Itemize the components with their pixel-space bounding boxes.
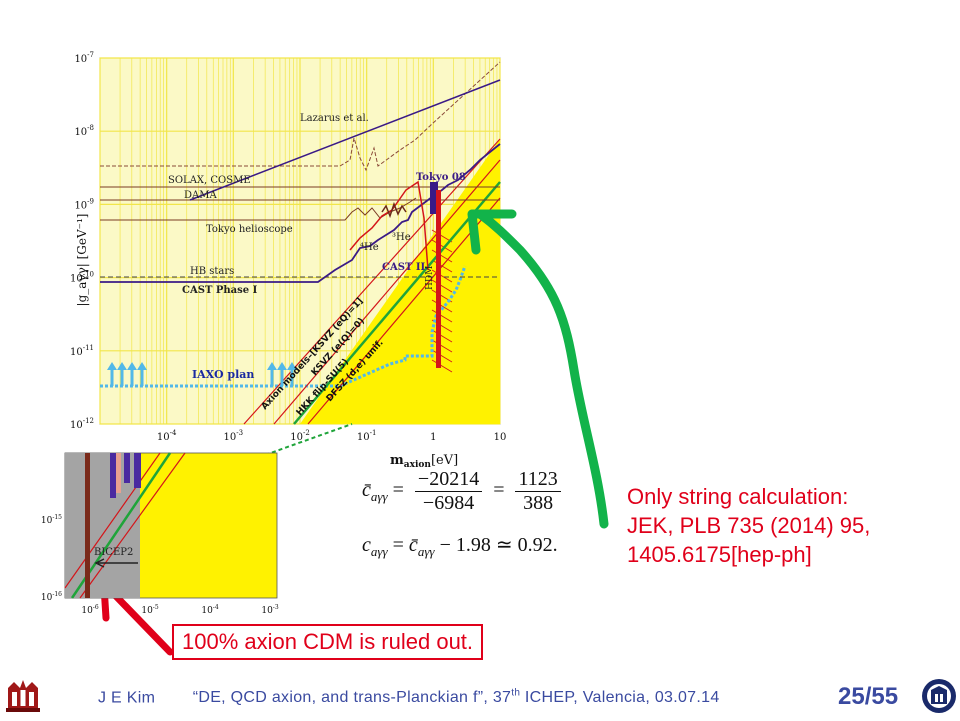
label-dama: DAMA [184, 190, 217, 201]
hatch-line [431, 329, 453, 343]
label-hdm: HDM [425, 266, 435, 290]
page-number: 25/55 [838, 683, 899, 710]
university-logo-right [920, 676, 958, 721]
hatch-line [431, 229, 453, 243]
label-lazarus: Lazarus et al. [300, 113, 369, 124]
inset-purple-bar-2 [124, 453, 130, 483]
hatch-line [431, 279, 453, 293]
inset-x-tick-label: 10-5 [141, 604, 158, 616]
y-tick-label: 10-12 [70, 417, 94, 431]
inset-purple-bar-3 [134, 453, 141, 488]
y-tick-label: 10-9 [74, 197, 94, 211]
dashed-connector [205, 423, 353, 477]
label-iaxo: IAXO plan [192, 368, 254, 381]
ksvz-line [273, 159, 501, 425]
footer-title: “DE, QCD axion, and trans-Planckian f”, … [192, 688, 720, 707]
x-tick-label: 10-3 [224, 429, 244, 443]
y-tick-label: 10-8 [74, 124, 94, 138]
cast-upper-line [189, 79, 501, 201]
x-tick-label: 10-2 [290, 429, 310, 443]
tokyo-helioscope-curve [100, 197, 417, 221]
x-tick-labels: 10-4 10-3 10-2 10-1 1 10 [157, 429, 506, 443]
y-tick-label: 10-10 [70, 271, 94, 285]
ruled-out-callout: 100% axion CDM is ruled out. [172, 624, 484, 660]
red-arrow [106, 586, 174, 656]
iaxo-arrows [107, 362, 297, 386]
inset-purple-bar-1 [110, 453, 116, 498]
inset-x-tick-label: 10-6 [81, 604, 98, 616]
label-hb-stars: HB stars [190, 266, 234, 277]
y-tick-labels: 10-7 10-8 10-9 10-10 10-11 10-12 [70, 51, 94, 431]
inset-salmon-bar [116, 453, 121, 493]
bicep-label: BICEP2 [94, 547, 133, 558]
label-he3: ³He [392, 232, 411, 243]
label-tokyo08: Tokyo 08 [416, 172, 466, 183]
green-arrowhead [467, 209, 517, 255]
iaxo-arrow-head [267, 362, 277, 370]
cast-curve [100, 143, 501, 283]
label-tokyo-helioscope: Tokyo helioscope [206, 224, 293, 235]
label-solax: SOLAX, COSME [168, 175, 251, 186]
lazarus-curve [100, 61, 501, 172]
iaxo-arrow-head [107, 362, 117, 370]
green-arrow [475, 209, 609, 529]
inset-exclusion-plot: BICEP2 10-6 10-5 10-4 10-3 10-15 10-16 [41, 452, 279, 616]
y-tick-label: 10-7 [74, 51, 94, 65]
hatch-line [431, 359, 453, 373]
x-tick-label: 10-1 [357, 429, 377, 443]
string-note-line2: JEK, PLB 735 (2014) 95, [627, 513, 871, 538]
iaxo-arrow-head [287, 362, 297, 370]
hatch-line [431, 349, 453, 363]
formula-cbar: c̄aγγ = −20214 −6984 = 1123 388 [362, 468, 567, 515]
inset-red-line-2 [79, 452, 186, 599]
footer-author: J E Kim [98, 689, 156, 707]
y-axis-label: |g_aγγ| [GeV⁻¹] [75, 214, 89, 307]
hatch-line [431, 299, 453, 313]
dfsz-line [307, 197, 501, 425]
brown-wiggle [381, 201, 407, 219]
x-axis-label: maxion[eV] [390, 453, 458, 470]
inset-x-tick-label: 10-4 [201, 604, 218, 616]
inset-x-tick-labels: 10-6 10-5 10-4 10-3 [81, 604, 278, 616]
hatch-line [431, 239, 453, 253]
x-tick-label: 10 [494, 432, 507, 443]
inset-y-tick-label: 10-16 [41, 591, 62, 603]
string-note-line1: Only string calculation: [627, 484, 849, 509]
hatch-line [431, 269, 453, 283]
axion-exclusion-plot: Lazarus et al. SOLAX, COSME DAMA Tokyo h… [70, 51, 506, 470]
hatch-line [431, 249, 453, 263]
bicep-arrowhead [94, 558, 105, 568]
inset-brown-bar [85, 453, 90, 598]
iaxo-arrow-head [277, 362, 287, 370]
label-he4: ⁴He [360, 242, 379, 253]
x-tick-label: 10-4 [157, 429, 177, 443]
string-calculation-note: Only string calculation: JEK, PLB 735 (2… [627, 482, 870, 569]
hkk-line [293, 181, 501, 425]
hatch-line [431, 339, 453, 353]
tokyo08-block [430, 182, 438, 214]
crest-icon [6, 680, 40, 712]
axion-yellow-band [300, 139, 500, 424]
iaxo-arrow-head [137, 362, 147, 370]
hatch-line [431, 309, 453, 323]
hdm-bar [436, 190, 441, 368]
inset-red-line-1 [64, 452, 161, 589]
label-cast-2: CAST II [382, 262, 426, 273]
emblem-icon [922, 679, 956, 713]
label-cast-phase-1: CAST Phase I [182, 285, 258, 296]
university-logo-left [2, 674, 44, 721]
y-tick-label: 10-11 [70, 344, 94, 358]
footer-citation: J E Kim “DE, QCD axion, and trans-Planck… [98, 688, 720, 707]
iaxo-arrow-head [127, 362, 137, 370]
iaxo-arrow-head [117, 362, 127, 370]
inset-y-tick-labels: 10-15 10-16 [41, 514, 62, 603]
inset-y-tick-label: 10-15 [41, 514, 62, 526]
inset-x-tick-label: 10-3 [261, 604, 278, 616]
formula-c: caγγ = c̄aγγ − 1.98 ≃ 0.92. [362, 534, 558, 559]
x-tick-label: 1 [430, 432, 436, 443]
string-note-line3: 1405.6175[hep-ph] [627, 542, 812, 567]
